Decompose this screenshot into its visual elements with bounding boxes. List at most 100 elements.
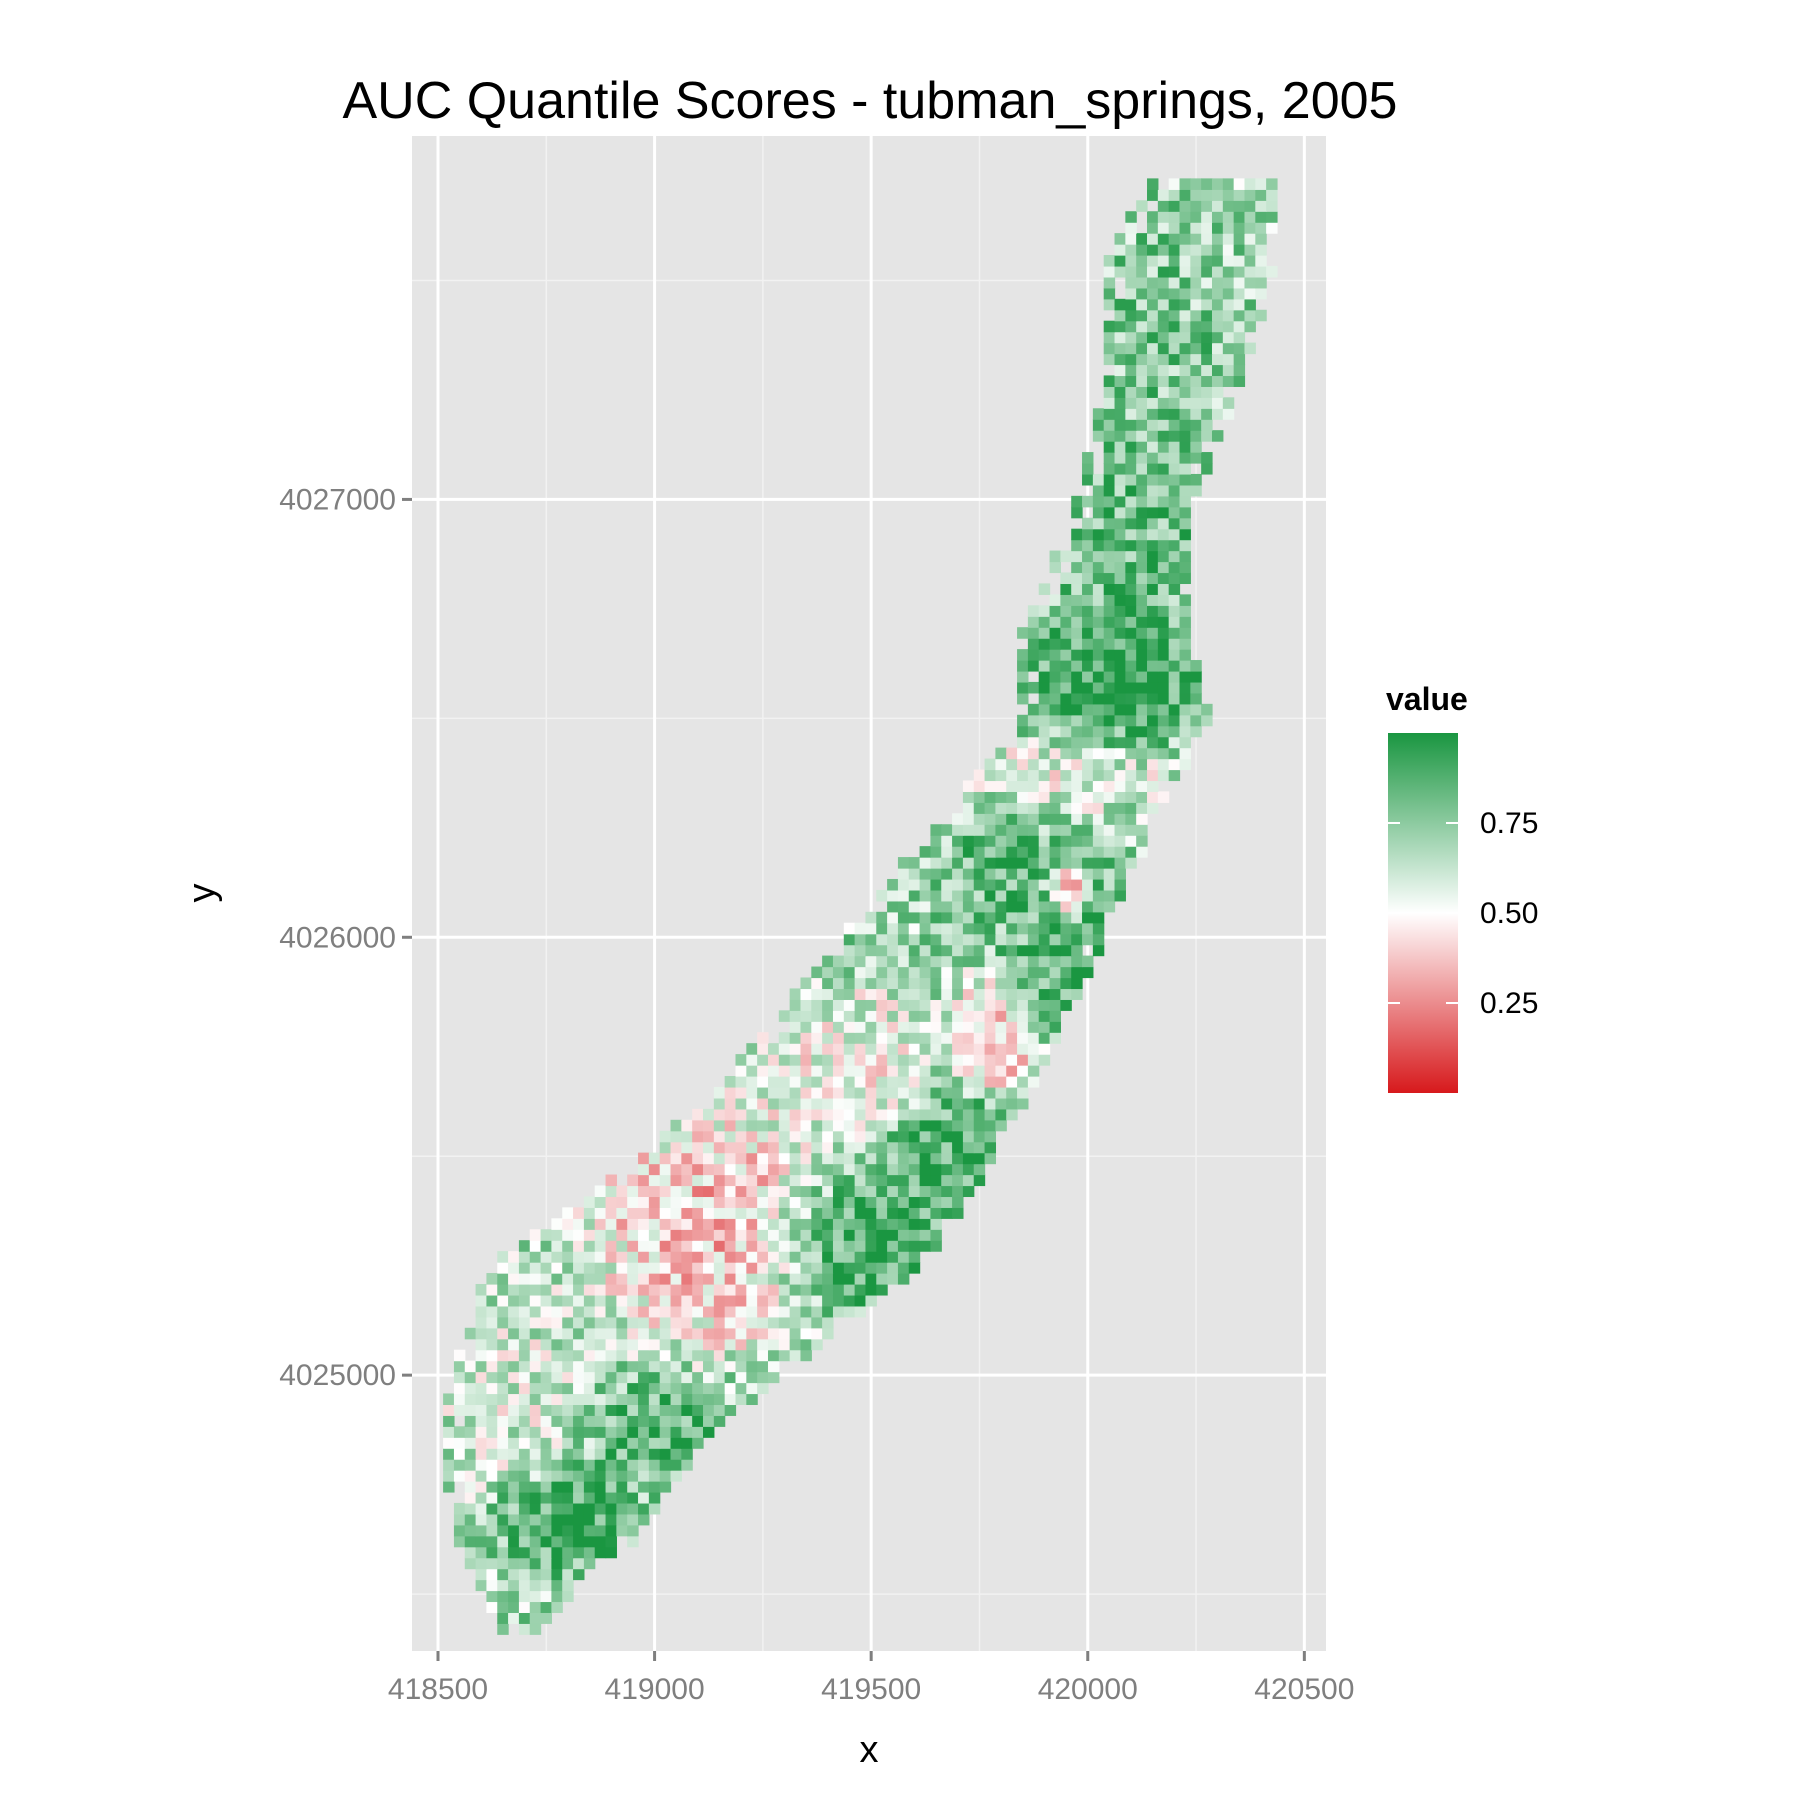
heatmap-cell bbox=[1233, 178, 1246, 190]
heatmap-cell bbox=[562, 1491, 574, 1504]
heatmap-cell bbox=[1103, 616, 1116, 628]
heatmap-cell bbox=[1211, 364, 1224, 377]
heatmap-cell bbox=[746, 1305, 758, 1318]
heatmap-cell bbox=[1103, 692, 1116, 705]
heatmap-cell bbox=[638, 1481, 650, 1493]
heatmap-cell bbox=[1114, 342, 1126, 355]
heatmap-cell bbox=[778, 1327, 791, 1340]
heatmap-cell bbox=[1211, 331, 1224, 344]
heatmap-cell bbox=[1103, 484, 1116, 497]
heatmap-cell bbox=[1092, 681, 1105, 694]
heatmap-cell bbox=[1092, 550, 1105, 563]
heatmap-cell bbox=[854, 1240, 867, 1252]
heatmap-cell bbox=[1136, 616, 1148, 628]
heatmap-cell bbox=[540, 1393, 552, 1406]
heatmap-cell bbox=[638, 1196, 650, 1208]
heatmap-cell bbox=[1038, 1032, 1051, 1044]
heatmap-cell bbox=[1082, 638, 1094, 650]
heatmap-cell bbox=[1038, 736, 1051, 749]
heatmap-cell bbox=[757, 1086, 769, 1099]
heatmap-cell bbox=[984, 944, 997, 957]
heatmap-cell bbox=[1071, 495, 1083, 508]
heatmap-cell bbox=[475, 1382, 488, 1395]
heatmap-cell bbox=[1157, 189, 1170, 201]
heatmap-cell bbox=[811, 1338, 823, 1351]
heatmap-cell bbox=[876, 966, 888, 979]
heatmap-cell bbox=[1157, 769, 1170, 782]
heatmap-cell bbox=[876, 1152, 888, 1165]
heatmap-cell bbox=[638, 1360, 650, 1373]
heatmap-cell bbox=[822, 1119, 834, 1132]
heatmap-cell bbox=[1168, 484, 1181, 497]
heatmap-cell bbox=[973, 1163, 986, 1176]
heatmap-cell bbox=[746, 1043, 758, 1055]
heatmap-cell bbox=[453, 1535, 466, 1548]
heatmap-cell bbox=[713, 1316, 726, 1329]
heatmap-cell bbox=[1027, 955, 1040, 968]
heatmap-cell bbox=[648, 1152, 661, 1165]
heatmap-cell bbox=[908, 1086, 921, 1099]
heatmap-cell bbox=[594, 1415, 607, 1427]
heatmap-cell bbox=[1092, 638, 1105, 650]
heatmap-cell bbox=[908, 1010, 921, 1022]
heatmap-cell bbox=[1092, 616, 1105, 628]
heatmap-cell bbox=[616, 1524, 628, 1537]
heatmap-cell bbox=[1190, 714, 1202, 727]
heatmap-cell bbox=[627, 1470, 639, 1482]
heatmap-cell bbox=[616, 1360, 628, 1373]
heatmap-cell bbox=[800, 1349, 812, 1362]
heatmap-cell bbox=[984, 1152, 997, 1165]
heatmap-cell bbox=[508, 1491, 520, 1504]
heatmap-cell bbox=[941, 835, 953, 847]
heatmap-cell bbox=[1255, 178, 1267, 190]
heatmap-cell bbox=[1071, 966, 1083, 979]
heatmap-cell bbox=[1071, 922, 1083, 935]
heatmap-cell bbox=[984, 791, 997, 803]
heatmap-cell bbox=[746, 1283, 758, 1296]
heatmap-cell bbox=[897, 900, 910, 913]
heatmap-cell bbox=[1060, 791, 1072, 803]
heatmap-cell bbox=[962, 988, 975, 1000]
heatmap-cell bbox=[1179, 211, 1191, 223]
heatmap-cell bbox=[811, 1283, 823, 1296]
heatmap-cell bbox=[659, 1240, 672, 1252]
heatmap-cell bbox=[1157, 255, 1170, 267]
heatmap-cell bbox=[1017, 1021, 1029, 1033]
heatmap-cell bbox=[1136, 441, 1148, 453]
heatmap-cell bbox=[497, 1590, 509, 1603]
heatmap-cell bbox=[1147, 408, 1159, 420]
heatmap-cell bbox=[627, 1185, 639, 1198]
heatmap-cell bbox=[713, 1174, 726, 1187]
heatmap-cell bbox=[529, 1459, 542, 1471]
heatmap-cell bbox=[670, 1316, 682, 1329]
heatmap-cell bbox=[1114, 484, 1126, 497]
heatmap-cell bbox=[724, 1393, 737, 1406]
heatmap-cell bbox=[713, 1371, 726, 1384]
heatmap-cell bbox=[984, 933, 997, 946]
heatmap-cell bbox=[973, 846, 986, 858]
heatmap-cell bbox=[746, 1185, 758, 1198]
heatmap-cell bbox=[778, 1152, 791, 1165]
heatmap-cell bbox=[952, 1185, 964, 1198]
heatmap-cell bbox=[930, 955, 942, 968]
heatmap-cell bbox=[746, 1054, 758, 1066]
heatmap-cell bbox=[1049, 780, 1061, 792]
heatmap-cell bbox=[1125, 528, 1137, 541]
heatmap-cell bbox=[616, 1437, 628, 1449]
heatmap-cell bbox=[540, 1535, 552, 1548]
heatmap-cell bbox=[919, 944, 932, 957]
heatmap-cell bbox=[1147, 517, 1159, 530]
heatmap-cell bbox=[670, 1174, 682, 1187]
heatmap-cell bbox=[1071, 506, 1083, 519]
heatmap-cell bbox=[703, 1338, 715, 1351]
heatmap-cell bbox=[475, 1338, 488, 1351]
heatmap-cell bbox=[692, 1163, 704, 1176]
heatmap-cell bbox=[616, 1283, 628, 1296]
heatmap-cell bbox=[1071, 528, 1083, 541]
heatmap-cell bbox=[540, 1448, 552, 1460]
heatmap-cell bbox=[1168, 178, 1181, 190]
heatmap-cell bbox=[789, 1130, 802, 1143]
heatmap-cell bbox=[583, 1251, 596, 1263]
heatmap-cell bbox=[811, 1185, 823, 1198]
heatmap-cell bbox=[887, 1054, 899, 1066]
